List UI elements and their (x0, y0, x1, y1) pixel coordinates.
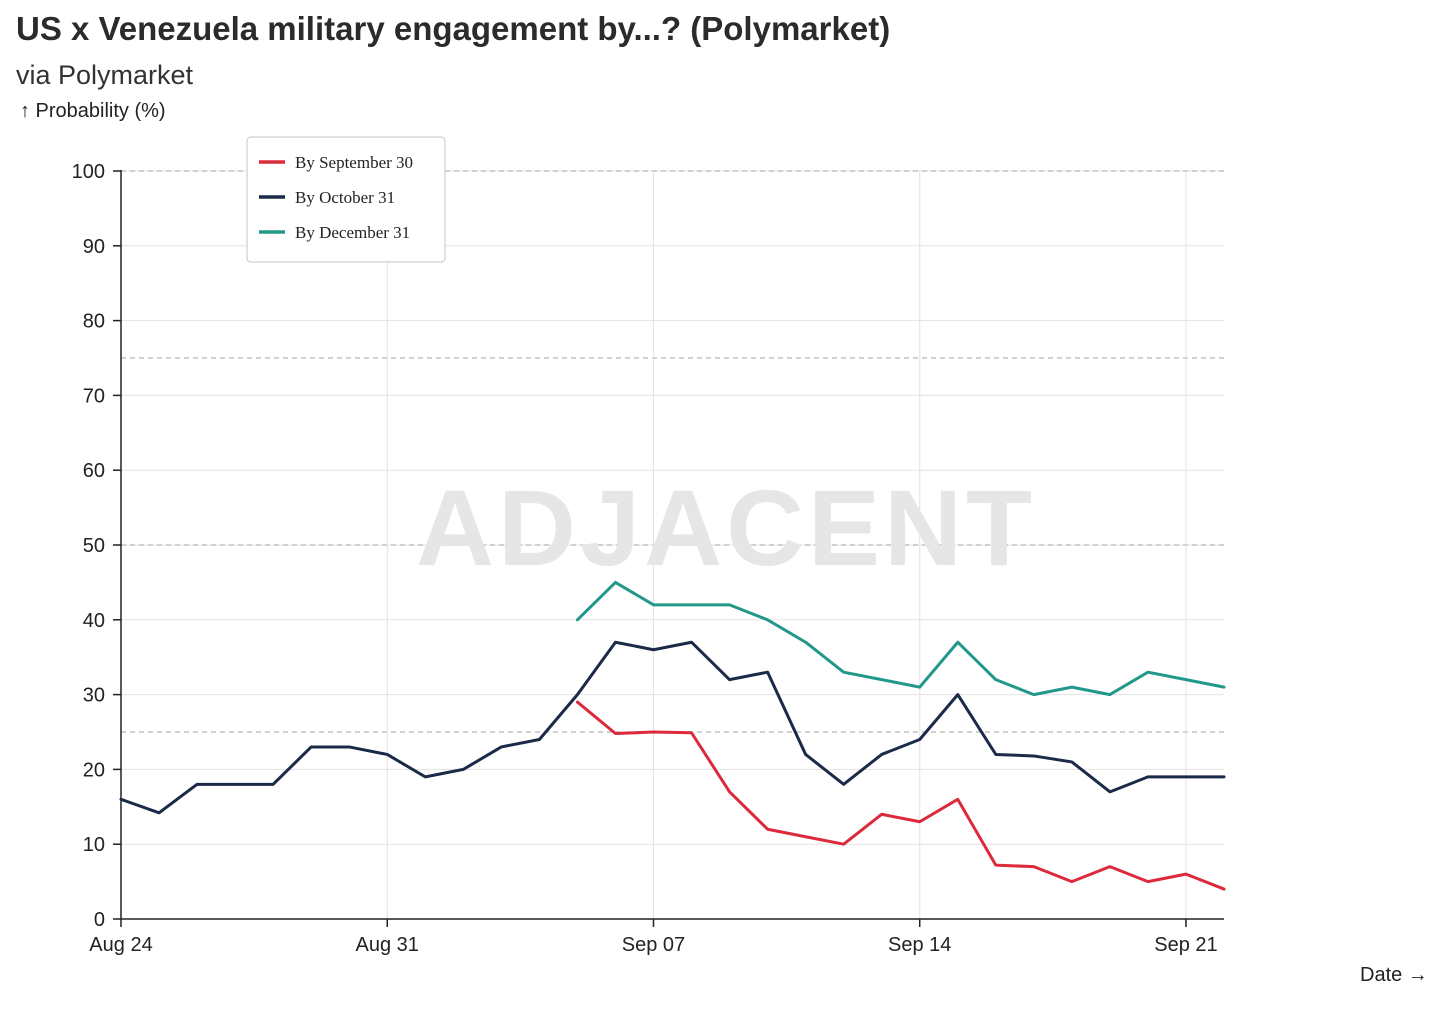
y-tick-label: 30 (83, 685, 105, 707)
y-tick-label: 100 (72, 161, 105, 183)
x-tick-label: Sep 21 (1154, 934, 1217, 956)
series-lines (119, 580, 1226, 891)
legend-label: By December 31 (295, 223, 410, 242)
legend-label: By October 31 (295, 188, 395, 207)
chart-subtitle: via Polymarket (16, 60, 194, 90)
x-tick-label: Sep 07 (622, 934, 685, 956)
legend-box (246, 136, 446, 263)
legend-label: By September 30 (295, 153, 413, 172)
x-tick-label: Aug 24 (89, 934, 152, 956)
y-tick-label: 50 (83, 535, 105, 557)
y-tick-label: 80 (83, 311, 105, 333)
x-axis-label: Date → (1360, 964, 1428, 986)
legend: By September 30 By October 31 By December … (246, 136, 446, 263)
y-tick-label: 0 (94, 909, 105, 931)
chart-title: US x Venezuela military engagement by...… (16, 10, 891, 47)
y-tick-label: 60 (83, 460, 105, 482)
series-line-1 (575, 700, 1226, 891)
series-line-2 (119, 640, 1226, 815)
watermark: ADJACENT (416, 467, 1036, 588)
x-tick-label: Aug 31 (356, 934, 419, 956)
y-tick-label: 10 (83, 834, 105, 856)
y-tick-label: 40 (83, 610, 105, 632)
y-axis-label: ↑ Probability (%) (20, 100, 166, 122)
y-tick-label: 20 (83, 759, 105, 781)
series-line-3 (575, 580, 1226, 697)
axes: 0 10 20 30 40 50 60 70 80 90 100 Aug 24 Aug 31 Sep 07… (72, 161, 1224, 956)
x-tick-label: Sep 14 (888, 934, 951, 956)
y-tick-label: 70 (83, 385, 105, 407)
y-tick-label: 90 (83, 236, 105, 258)
